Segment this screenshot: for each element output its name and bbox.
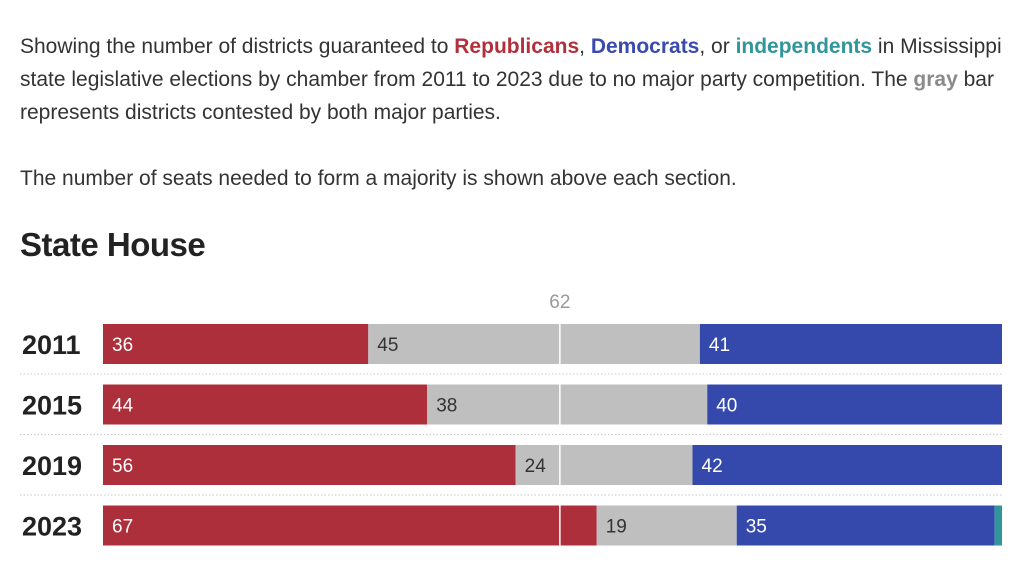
rep-value-label: 36 (112, 335, 133, 356)
rep-bar-segment (103, 505, 597, 546)
description-paragraph: Showing the number of districts guarante… (20, 30, 1010, 129)
rep-value-label: 56 (112, 456, 133, 477)
cont-bar-segment (515, 445, 693, 485)
cont-value-label: 45 (377, 335, 398, 356)
description-text-1: Showing the number of districts guarante… (20, 35, 455, 58)
dem-value-label: 42 (702, 456, 723, 477)
rep-value-label: 44 (112, 396, 134, 417)
year-label: 2011 (22, 330, 81, 360)
cont-bar-segment (368, 324, 700, 364)
cont-value-label: 24 (525, 456, 547, 477)
majority-note: The number of seats needed to form a maj… (20, 167, 737, 190)
dem-value-label: 41 (709, 335, 730, 356)
dem-bar-segment (736, 505, 995, 546)
cont-bar-segment (427, 384, 708, 425)
year-label: 2015 (22, 391, 82, 421)
independents-keyword: independents (735, 35, 873, 58)
stacked-bar-chart: 62 2011 36 45 41 2015 44 38 40 2019 56 24 42 2023 67 19… (20, 292, 1002, 546)
description-text-3: bar represents districts contested by bo… (20, 68, 994, 124)
year-label: 2023 (22, 512, 82, 542)
dem-value-label: 35 (746, 517, 767, 538)
rep-bar-segment (103, 324, 369, 364)
description-comma-1: , (579, 35, 591, 58)
rep-bar-segment (103, 445, 516, 485)
section-title: State House (20, 226, 206, 263)
majority-label: 62 (549, 292, 570, 313)
cont-value-label: 38 (436, 396, 457, 417)
chart-description: Showing the number of districts guarante… (20, 30, 1010, 195)
democrats-keyword: Democrats (590, 35, 700, 58)
cont-bar-segment (596, 505, 737, 546)
dem-bar-segment (699, 324, 1002, 364)
rep-bar-segment (103, 384, 428, 425)
cont-value-label: 19 (606, 517, 627, 538)
description-comma-2: , or (699, 35, 736, 58)
gray-keyword: gray (913, 68, 958, 91)
ind-bar-segment (994, 505, 1002, 546)
year-label: 2019 (22, 451, 82, 481)
dem-bar-segment (707, 384, 1002, 425)
dem-bar-segment (692, 445, 1002, 485)
republicans-keyword: Republicans (454, 35, 580, 58)
rep-value-label: 67 (112, 517, 133, 538)
description-text-2: in Mississippi state legislative electio… (20, 35, 1002, 91)
dem-value-label: 40 (716, 396, 737, 417)
